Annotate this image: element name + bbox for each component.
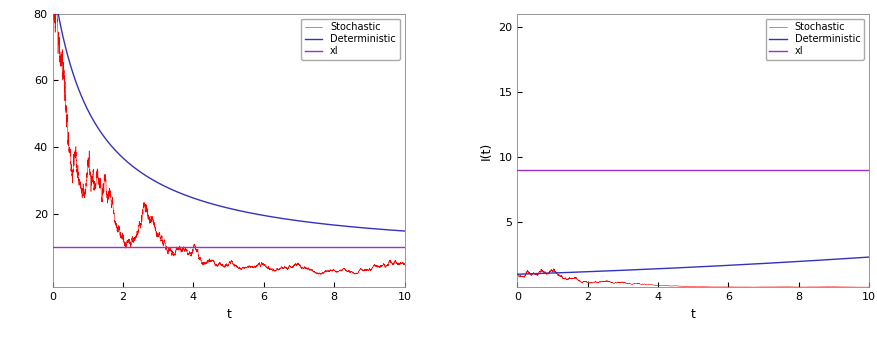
Y-axis label: I(t): I(t) xyxy=(479,141,492,160)
Deterministic xyxy=(285,218,296,222)
Stochastic xyxy=(754,285,765,289)
Stochastic xyxy=(581,279,591,284)
Deterministic xyxy=(754,262,765,266)
Stochastic xyxy=(749,285,759,289)
Stochastic xyxy=(253,263,263,267)
Stochastic xyxy=(548,267,559,271)
Deterministic xyxy=(846,256,857,260)
Stochastic xyxy=(290,263,301,267)
xI xyxy=(47,245,58,249)
Deterministic xyxy=(749,262,759,266)
Deterministic xyxy=(547,271,558,275)
Stochastic xyxy=(863,285,873,289)
Stochastic xyxy=(846,285,857,289)
Stochastic xyxy=(382,263,393,267)
Stochastic xyxy=(316,272,326,276)
Deterministic xyxy=(253,212,263,216)
Stochastic xyxy=(399,262,410,266)
Deterministic xyxy=(116,155,126,159)
Legend: Stochastic, Deterministic, xI: Stochastic, Deterministic, xI xyxy=(301,18,399,60)
Line: Deterministic: Deterministic xyxy=(53,0,404,231)
Line: Deterministic: Deterministic xyxy=(517,257,868,274)
xI xyxy=(511,168,522,172)
Stochastic xyxy=(83,164,94,168)
Legend: Stochastic, Deterministic, xI: Stochastic, Deterministic, xI xyxy=(765,18,863,60)
Deterministic xyxy=(290,218,301,222)
Line: Stochastic: Stochastic xyxy=(517,269,868,287)
xI xyxy=(82,245,93,249)
X-axis label: t: t xyxy=(226,308,231,321)
Deterministic xyxy=(717,264,727,268)
Stochastic xyxy=(511,272,522,276)
Stochastic xyxy=(863,285,873,289)
Deterministic xyxy=(511,272,522,276)
Stochastic xyxy=(547,269,558,273)
Deterministic xyxy=(382,228,393,232)
X-axis label: t: t xyxy=(690,308,695,321)
Deterministic xyxy=(863,255,873,259)
Deterministic xyxy=(581,270,591,274)
Stochastic xyxy=(116,235,126,239)
xI xyxy=(546,168,557,172)
Stochastic xyxy=(285,265,296,269)
Deterministic xyxy=(399,229,410,233)
Deterministic xyxy=(83,110,94,114)
Line: Stochastic: Stochastic xyxy=(53,0,404,274)
Stochastic xyxy=(717,285,727,289)
